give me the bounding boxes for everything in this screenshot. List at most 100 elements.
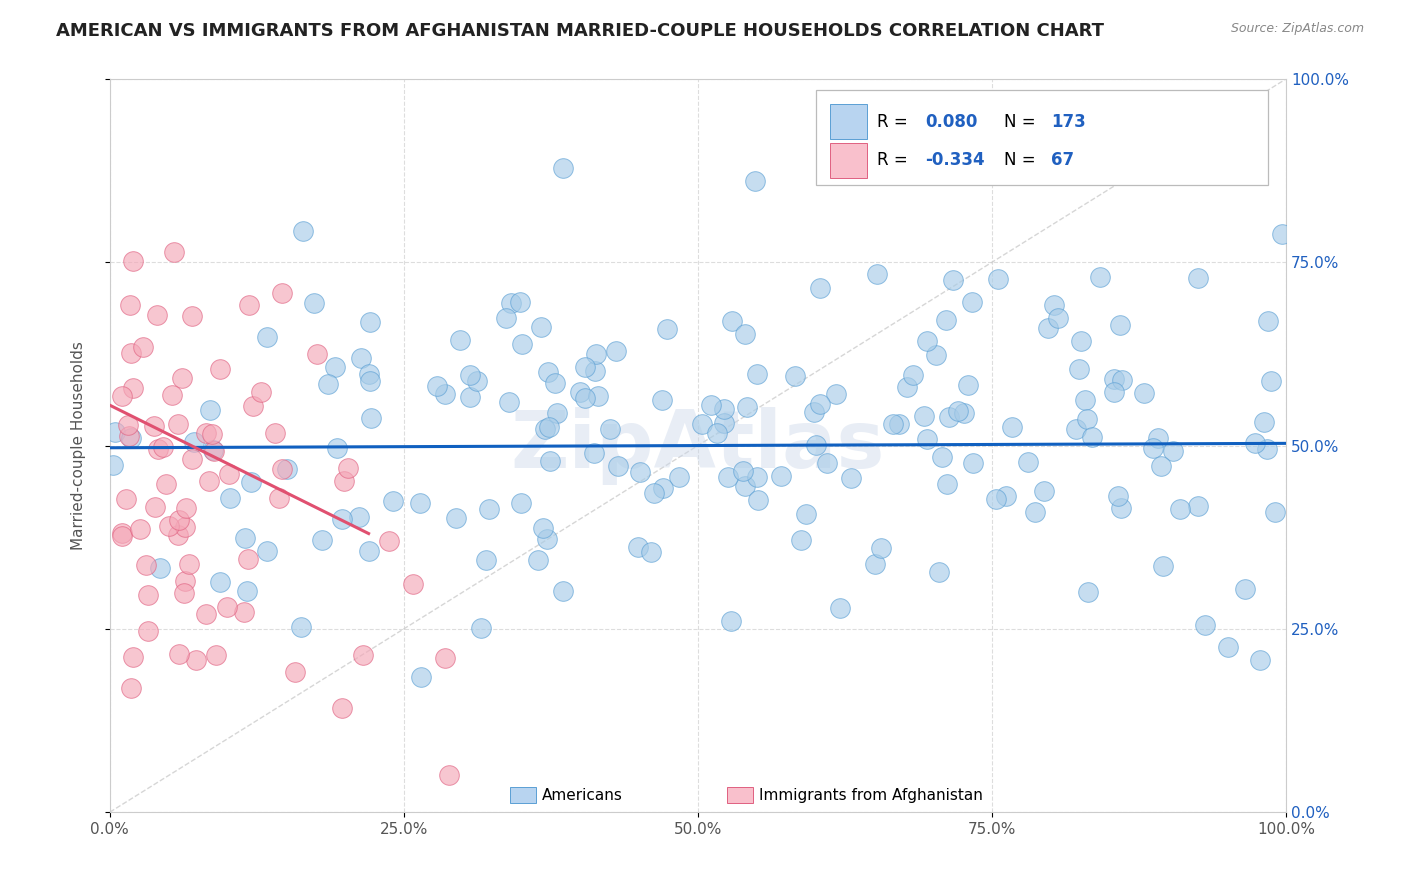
Point — [536, 532, 558, 546]
Point — [167, 528, 190, 542]
Point — [162, 244, 184, 259]
Text: ZipAtlas: ZipAtlas — [510, 407, 886, 484]
Point — [204, 648, 226, 662]
Point — [512, 336, 534, 351]
Point — [806, 438, 828, 452]
Point — [240, 475, 263, 490]
Point — [1142, 441, 1164, 455]
Point — [162, 388, 184, 402]
Point — [1111, 373, 1133, 387]
Point — [155, 477, 177, 491]
Point — [143, 500, 166, 514]
Point — [643, 486, 665, 500]
Point — [305, 347, 328, 361]
Point — [706, 425, 728, 440]
Point — [311, 533, 333, 547]
Point — [1107, 489, 1129, 503]
Point — [815, 456, 838, 470]
Point — [770, 469, 793, 483]
Text: R =: R = — [877, 112, 907, 130]
Text: Source: ZipAtlas.com: Source: ZipAtlas.com — [1230, 22, 1364, 36]
Point — [152, 440, 174, 454]
Point — [628, 465, 651, 479]
Point — [180, 310, 202, 324]
Point — [458, 390, 481, 404]
Point — [808, 280, 831, 294]
Point — [316, 376, 339, 391]
Point — [411, 670, 433, 684]
Point — [470, 621, 492, 635]
Point — [249, 384, 271, 399]
Point — [948, 404, 970, 418]
Point — [1253, 415, 1275, 429]
Point — [475, 552, 498, 566]
Point — [1074, 392, 1097, 407]
Point — [986, 491, 1008, 506]
Point — [553, 584, 575, 599]
Point — [582, 446, 605, 460]
Point — [174, 574, 197, 589]
Point — [198, 402, 221, 417]
Point — [181, 451, 204, 466]
Point — [783, 369, 806, 384]
Point — [145, 308, 167, 322]
Point — [129, 522, 152, 536]
Point — [1069, 362, 1091, 376]
Point — [495, 311, 517, 326]
Point — [928, 565, 950, 579]
Point — [433, 650, 456, 665]
Point — [546, 406, 568, 420]
Point — [953, 406, 976, 420]
Point — [1036, 321, 1059, 335]
FancyBboxPatch shape — [830, 103, 868, 139]
Point — [1064, 422, 1087, 436]
Point — [745, 470, 768, 484]
Point — [924, 348, 946, 362]
Point — [256, 543, 278, 558]
Text: 67: 67 — [1050, 152, 1074, 169]
Point — [1218, 640, 1240, 654]
Point — [574, 391, 596, 405]
FancyBboxPatch shape — [727, 788, 754, 804]
Point — [174, 520, 197, 534]
Point — [122, 381, 145, 395]
Point — [359, 367, 381, 381]
Point — [1161, 444, 1184, 458]
Text: Immigrants from Afghanistan: Immigrants from Afghanistan — [759, 788, 983, 803]
Point — [323, 359, 346, 374]
Point — [218, 467, 240, 481]
Point — [803, 404, 825, 418]
Text: AMERICAN VS IMMIGRANTS FROM AFGHANISTAN MARRIED-COUPLE HOUSEHOLDS CORRELATION CH: AMERICAN VS IMMIGRANTS FROM AFGHANISTAN … — [56, 22, 1104, 40]
Point — [574, 359, 596, 374]
Point — [569, 385, 592, 400]
Point — [713, 416, 735, 430]
Point — [382, 493, 405, 508]
Point — [1102, 384, 1125, 399]
Point — [627, 540, 650, 554]
FancyBboxPatch shape — [830, 143, 868, 178]
Point — [110, 529, 132, 543]
Point — [531, 521, 554, 535]
Point — [1271, 227, 1294, 241]
Point — [1152, 558, 1174, 573]
Point — [651, 393, 673, 408]
Point — [120, 346, 142, 360]
Point — [233, 605, 256, 619]
Point — [270, 462, 292, 476]
Point — [122, 253, 145, 268]
Point — [209, 575, 232, 590]
Text: 173: 173 — [1050, 112, 1085, 130]
Point — [135, 558, 157, 573]
Point — [1256, 442, 1278, 456]
Point — [1070, 334, 1092, 349]
Point — [863, 558, 886, 572]
Point — [146, 442, 169, 456]
Point — [657, 322, 679, 336]
Point — [183, 434, 205, 449]
Point — [498, 395, 520, 409]
Point — [1088, 270, 1111, 285]
Point — [256, 330, 278, 344]
Point — [201, 426, 224, 441]
Point — [360, 374, 382, 388]
Point — [538, 454, 561, 468]
